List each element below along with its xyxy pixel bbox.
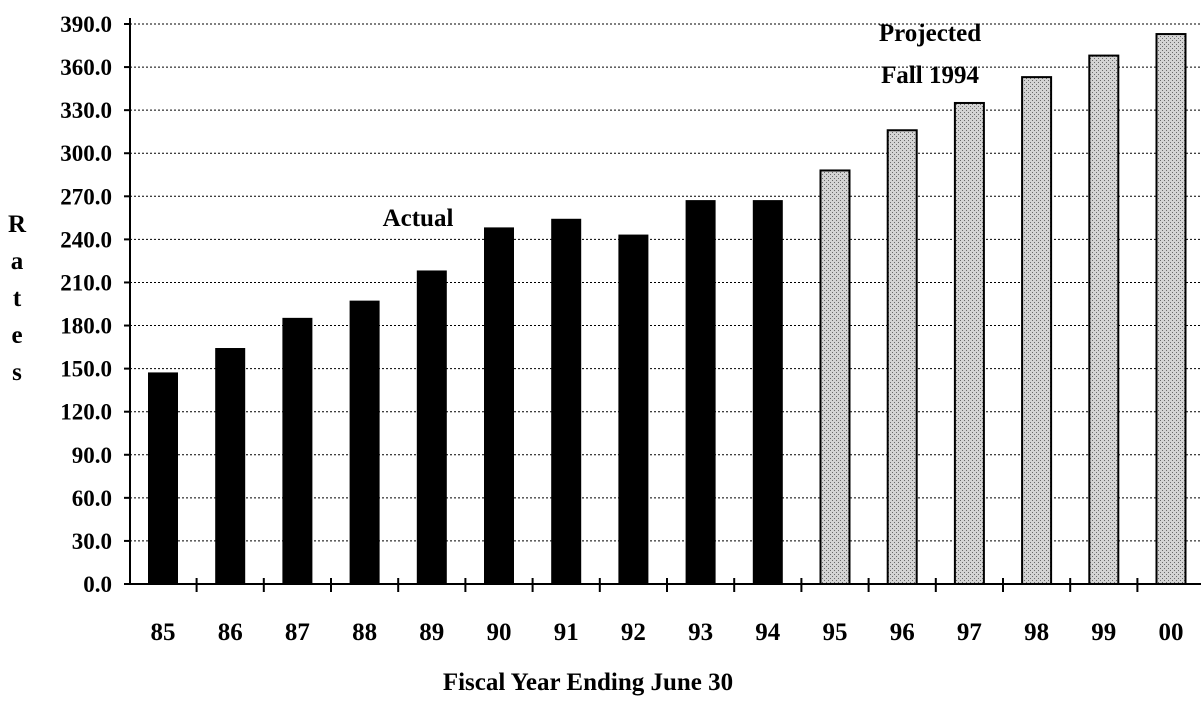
y-axis-title-letter: t xyxy=(13,285,22,312)
y-tick-label: 240.0 xyxy=(60,227,112,252)
x-tick-label: 91 xyxy=(554,619,579,646)
actual-bar xyxy=(349,300,380,585)
actual-bar xyxy=(215,348,246,585)
x-tick-label: 00 xyxy=(1159,619,1184,646)
x-tick-label: 94 xyxy=(755,619,781,646)
bars xyxy=(148,33,1187,586)
y-tick-label: 300.0 xyxy=(60,141,112,166)
actual-bar xyxy=(618,234,649,585)
x-tick-label: 88 xyxy=(352,619,377,646)
y-tick-label: 30.0 xyxy=(72,529,112,554)
y-axis-title-letter: s xyxy=(12,359,22,386)
y-tick-label: 60.0 xyxy=(72,486,112,511)
y-tick-label: 120.0 xyxy=(60,400,112,425)
projected-annotation-line2: Fall 1994 xyxy=(881,62,979,89)
y-tick-label: 330.0 xyxy=(60,98,112,123)
y-tick-label: 0.0 xyxy=(83,572,112,597)
actual-bar xyxy=(148,372,178,585)
y-tick-label: 360.0 xyxy=(60,55,112,80)
actual-bar xyxy=(551,218,582,585)
x-tick-label: 93 xyxy=(688,619,713,646)
projected-bar xyxy=(886,129,918,585)
actual-annotation: Actual xyxy=(383,205,454,232)
x-tick-label: 86 xyxy=(218,619,243,646)
projected-bar xyxy=(819,169,851,585)
actual-bar xyxy=(752,200,783,585)
x-tick-label: 96 xyxy=(890,619,915,646)
projected-bar xyxy=(1155,33,1187,586)
y-axis-title-letter: e xyxy=(11,322,22,349)
x-tick-label: 92 xyxy=(621,619,646,646)
y-axis-title-letter: a xyxy=(11,248,24,275)
projected-bar xyxy=(1088,54,1120,586)
actual-bar xyxy=(685,200,716,585)
y-tick-label: 390.0 xyxy=(60,12,112,37)
x-tick-label: 87 xyxy=(285,619,310,646)
x-axis-title: Fiscal Year Ending June 30 xyxy=(443,669,733,696)
y-tick-label: 270.0 xyxy=(60,184,112,209)
x-tick-label: 89 xyxy=(419,619,444,646)
y-tick-label: 180.0 xyxy=(60,314,112,339)
projected-bar xyxy=(953,101,985,585)
projected-annotation-line1: Projected xyxy=(879,20,981,47)
y-axis-title-letter: R xyxy=(8,211,27,238)
x-tick-label: 99 xyxy=(1091,619,1116,646)
axes xyxy=(124,18,1201,592)
actual-bar xyxy=(416,270,447,585)
actual-bar xyxy=(484,227,514,585)
x-tick-label: 85 xyxy=(151,619,176,646)
actual-bar xyxy=(282,317,313,585)
y-tick-label: 150.0 xyxy=(60,357,112,382)
tick-labels: 0.0 30.0 60.0 90.0 120.0 150.0 180.0 210.0 240.0… xyxy=(60,12,1183,646)
x-tick-label: 95 xyxy=(823,619,848,646)
x-tick-label: 98 xyxy=(1024,619,1049,646)
x-tick-label: 97 xyxy=(957,619,982,646)
x-tick-label: 90 xyxy=(487,619,512,646)
y-tick-label: 210.0 xyxy=(60,270,112,295)
y-tick-label: 90.0 xyxy=(72,443,112,468)
projected-bar xyxy=(1021,76,1053,585)
